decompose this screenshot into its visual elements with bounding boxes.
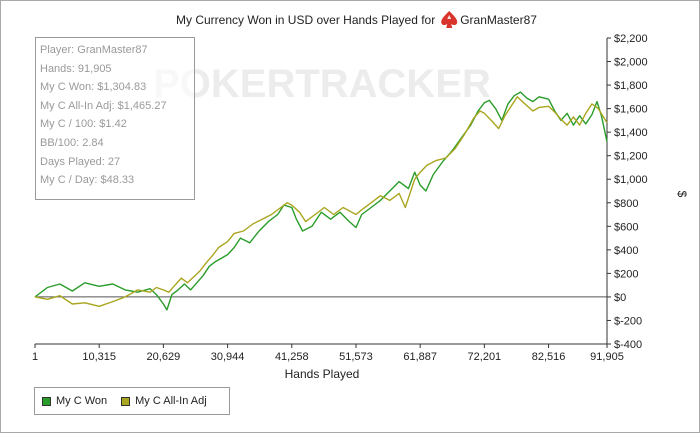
legend-item-my-c-won: My C Won [42,395,107,407]
stat-all-in-adj: My C All-In Adj: $1,465.27 [40,99,167,112]
y-tick-label: $1,800 [614,80,648,92]
stat-hands: Hands: 91,905 [40,62,112,75]
x-tick-label: 30,944 [211,351,245,363]
x-tick-label: 20,629 [147,351,181,363]
x-tick-label: 82,516 [532,351,566,363]
watermark-text: POKERTRACKER [153,62,491,106]
x-tick-label: 72,201 [468,351,502,363]
x-tick-label: 51,573 [339,351,373,363]
chart-title-player: GranMaster87 [460,13,537,27]
spade-icon [441,11,458,28]
y-tick-label: $1,400 [614,127,648,139]
y-axis-title: $ [675,191,689,198]
stat-my-c-won: My C Won: $1,304.83 [40,81,147,94]
x-tick-label: 1 [32,351,38,363]
x-tick-label: 41,258 [275,351,309,363]
legend-swatch-my-c-won [42,396,51,406]
x-tick-label: 10,315 [82,351,116,363]
legend-label-all-in-adj: My C All-In Adj [135,395,207,407]
stat-player: Player: GranMaster87 [40,44,148,56]
y-tick-label: $0 [614,292,626,304]
series-line-my-c-all-in-adj [34,96,608,307]
stat-my-c-per-100: My C / 100: $1.42 [40,118,127,131]
y-tick-label: $-200 [614,315,642,327]
series-line-my-c-won [34,91,608,311]
y-tick-label: $600 [614,221,638,233]
legend: My C Won My C All-In Adj [34,387,230,415]
stat-days-played: Days Played: 27 [40,155,121,168]
legend-swatch-all-in-adj [121,396,131,406]
plot-area: $-400 $-200 $0 $200 $400 $600 $800 $1,000 $1,200… [32,33,648,363]
chart-title: My Currency Won in USD over Hands Played… [176,13,435,27]
x-axis-title: Hands Played [285,367,360,381]
y-tick-label: $1,200 [614,151,648,163]
stat-bb-per-100: BB/100: 2.84 [40,136,104,149]
y-tick-label: $-400 [614,339,642,351]
y-tick-label: $1,600 [614,104,648,116]
y-tick-label: $400 [614,245,638,257]
y-tick-label: $800 [614,198,638,210]
y-tick-label: $1,000 [614,174,648,186]
y-tick-label: $2,200 [614,33,648,45]
y-tick-label: $2,000 [614,57,648,69]
legend-item-all-in-adj: My C All-In Adj [121,395,207,407]
stat-my-c-per-day: My C / Day: $48.33 [40,174,135,187]
y-tick-label: $200 [614,268,638,280]
x-tick-label: 61,887 [403,351,437,363]
stats-box: Player: GranMaster87 Hands: 91,905 My C … [35,37,195,200]
legend-label-my-c-won: My C Won [56,395,108,407]
x-tick-label: 91,905 [590,351,624,363]
